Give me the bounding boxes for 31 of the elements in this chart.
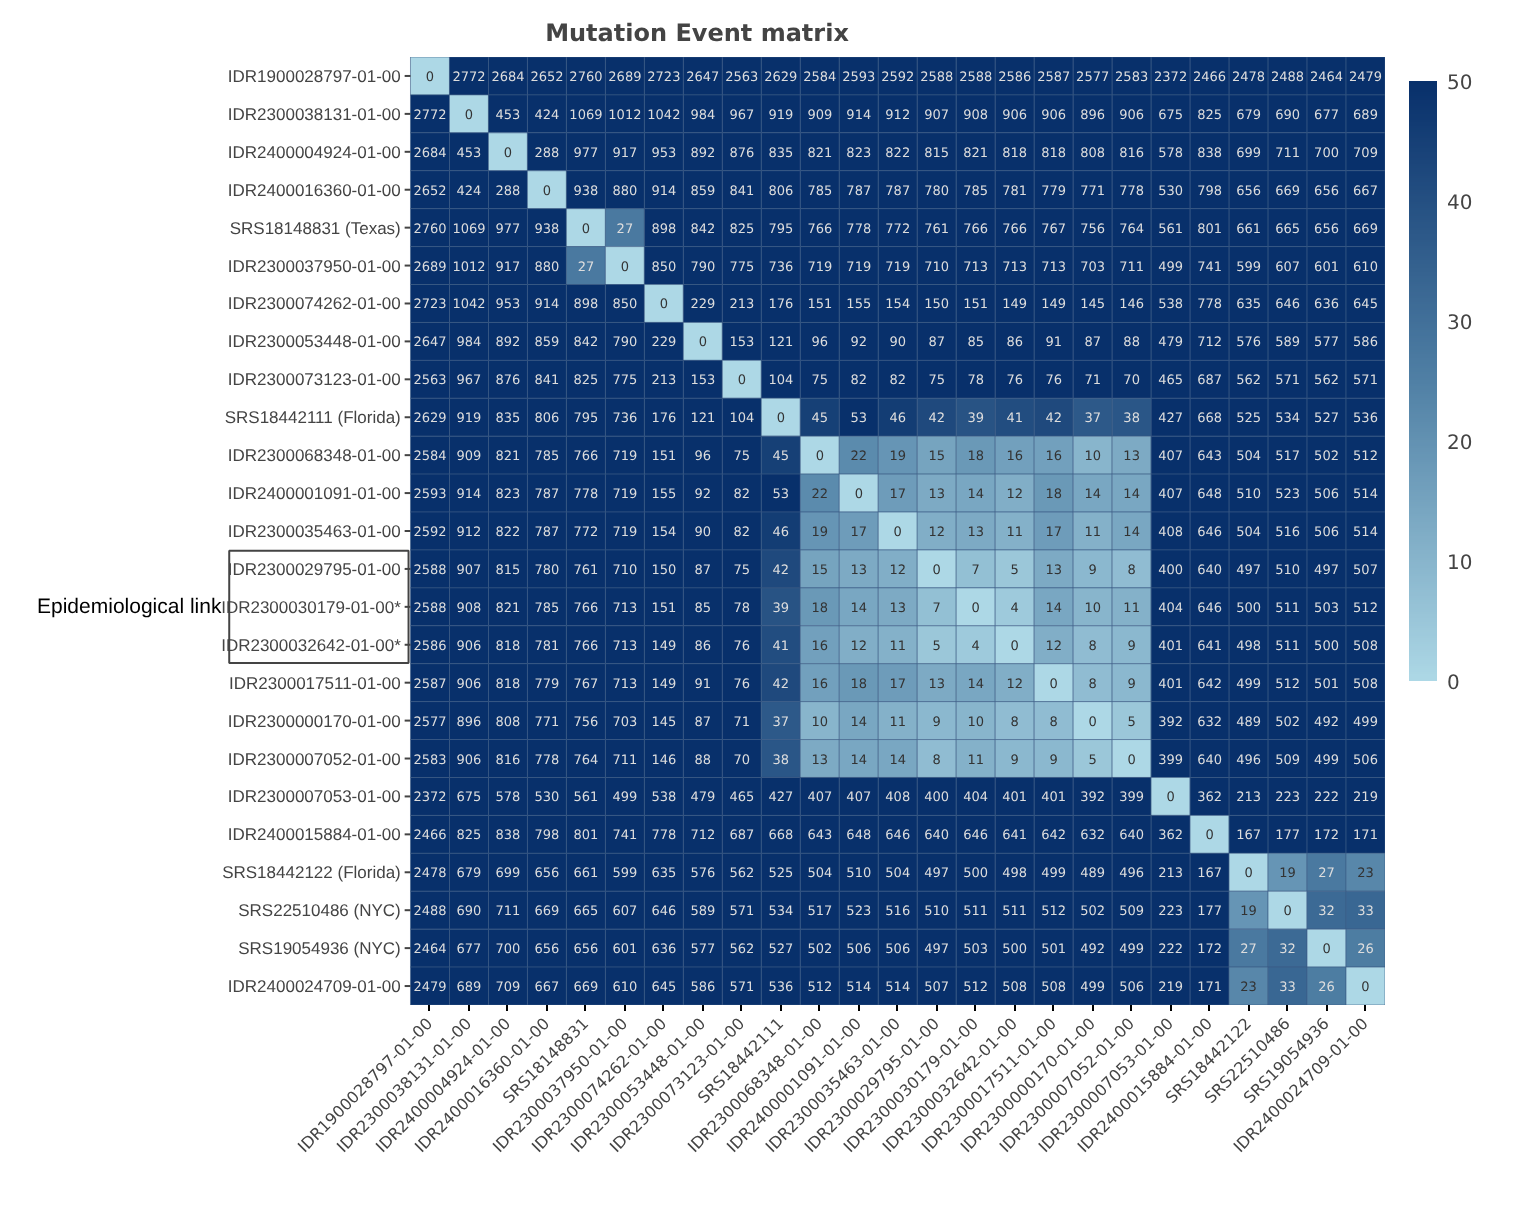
y-tick-label: SRS18148831 (Texas) — [229, 217, 402, 238]
y-tick-label: IDR2300007053-01-00 — [227, 786, 402, 807]
y-tick-label: IDR2300037950-01-00 — [227, 255, 402, 276]
color-bar-label: 40 — [1447, 193, 1473, 215]
y-tick-label: IDR2400024709-01-00 — [227, 976, 402, 997]
y-tick-label: SRS18442111 (Florida) — [224, 407, 402, 428]
y-tick-label: IDR2300000170-01-00 — [227, 710, 402, 731]
text: Epidemiological link — [37, 594, 223, 619]
y-tick-label: IDR2300073123-01-00 — [227, 369, 402, 390]
chart-title: Mutation Event matrix — [545, 19, 850, 47]
y-tick-label: IDR2300029795-01-00 — [227, 558, 402, 579]
color-bar-label: 10 — [1447, 553, 1473, 575]
y-tick-label: IDR2300053448-01-00 — [227, 331, 402, 352]
color-bar-label: 30 — [1447, 313, 1473, 335]
y-tick-label: IDR2400001091-01-00 — [227, 483, 402, 504]
y-tick-label: SRS22510486 (NYC) — [238, 900, 402, 921]
y-tick-label: IDR2300017511-01-00 — [229, 672, 402, 693]
y-tick-label: IDR2300007052-01-00 — [227, 748, 402, 769]
color-bar-label: 0 — [1447, 673, 1460, 695]
y-tick-label: IDR2300035463-01-00 — [227, 521, 402, 541]
y-tick-label: IDR2400015884-01-00 — [227, 824, 402, 845]
y-tick-label: IDR2300038131-01-00 — [227, 103, 402, 124]
y-tick-label: SRS18442122 (Florida) — [222, 862, 402, 883]
color-bar-label: 50 — [1447, 73, 1473, 95]
y-tick-label: SRS19054936 (NYC) — [238, 938, 402, 959]
y-tick-label: IDR2300074262-01-00 — [227, 293, 402, 314]
y-tick-label: IDR2300068348-01-00 — [227, 445, 402, 466]
y-tick-label: IDR2400016360-01-00 — [227, 179, 402, 200]
color-bar-label: 20 — [1447, 433, 1473, 455]
y-tick-label: IDR2400004924-01-00 — [227, 141, 402, 162]
y-tick-label: IDR1900028797-01-00 — [227, 65, 402, 86]
